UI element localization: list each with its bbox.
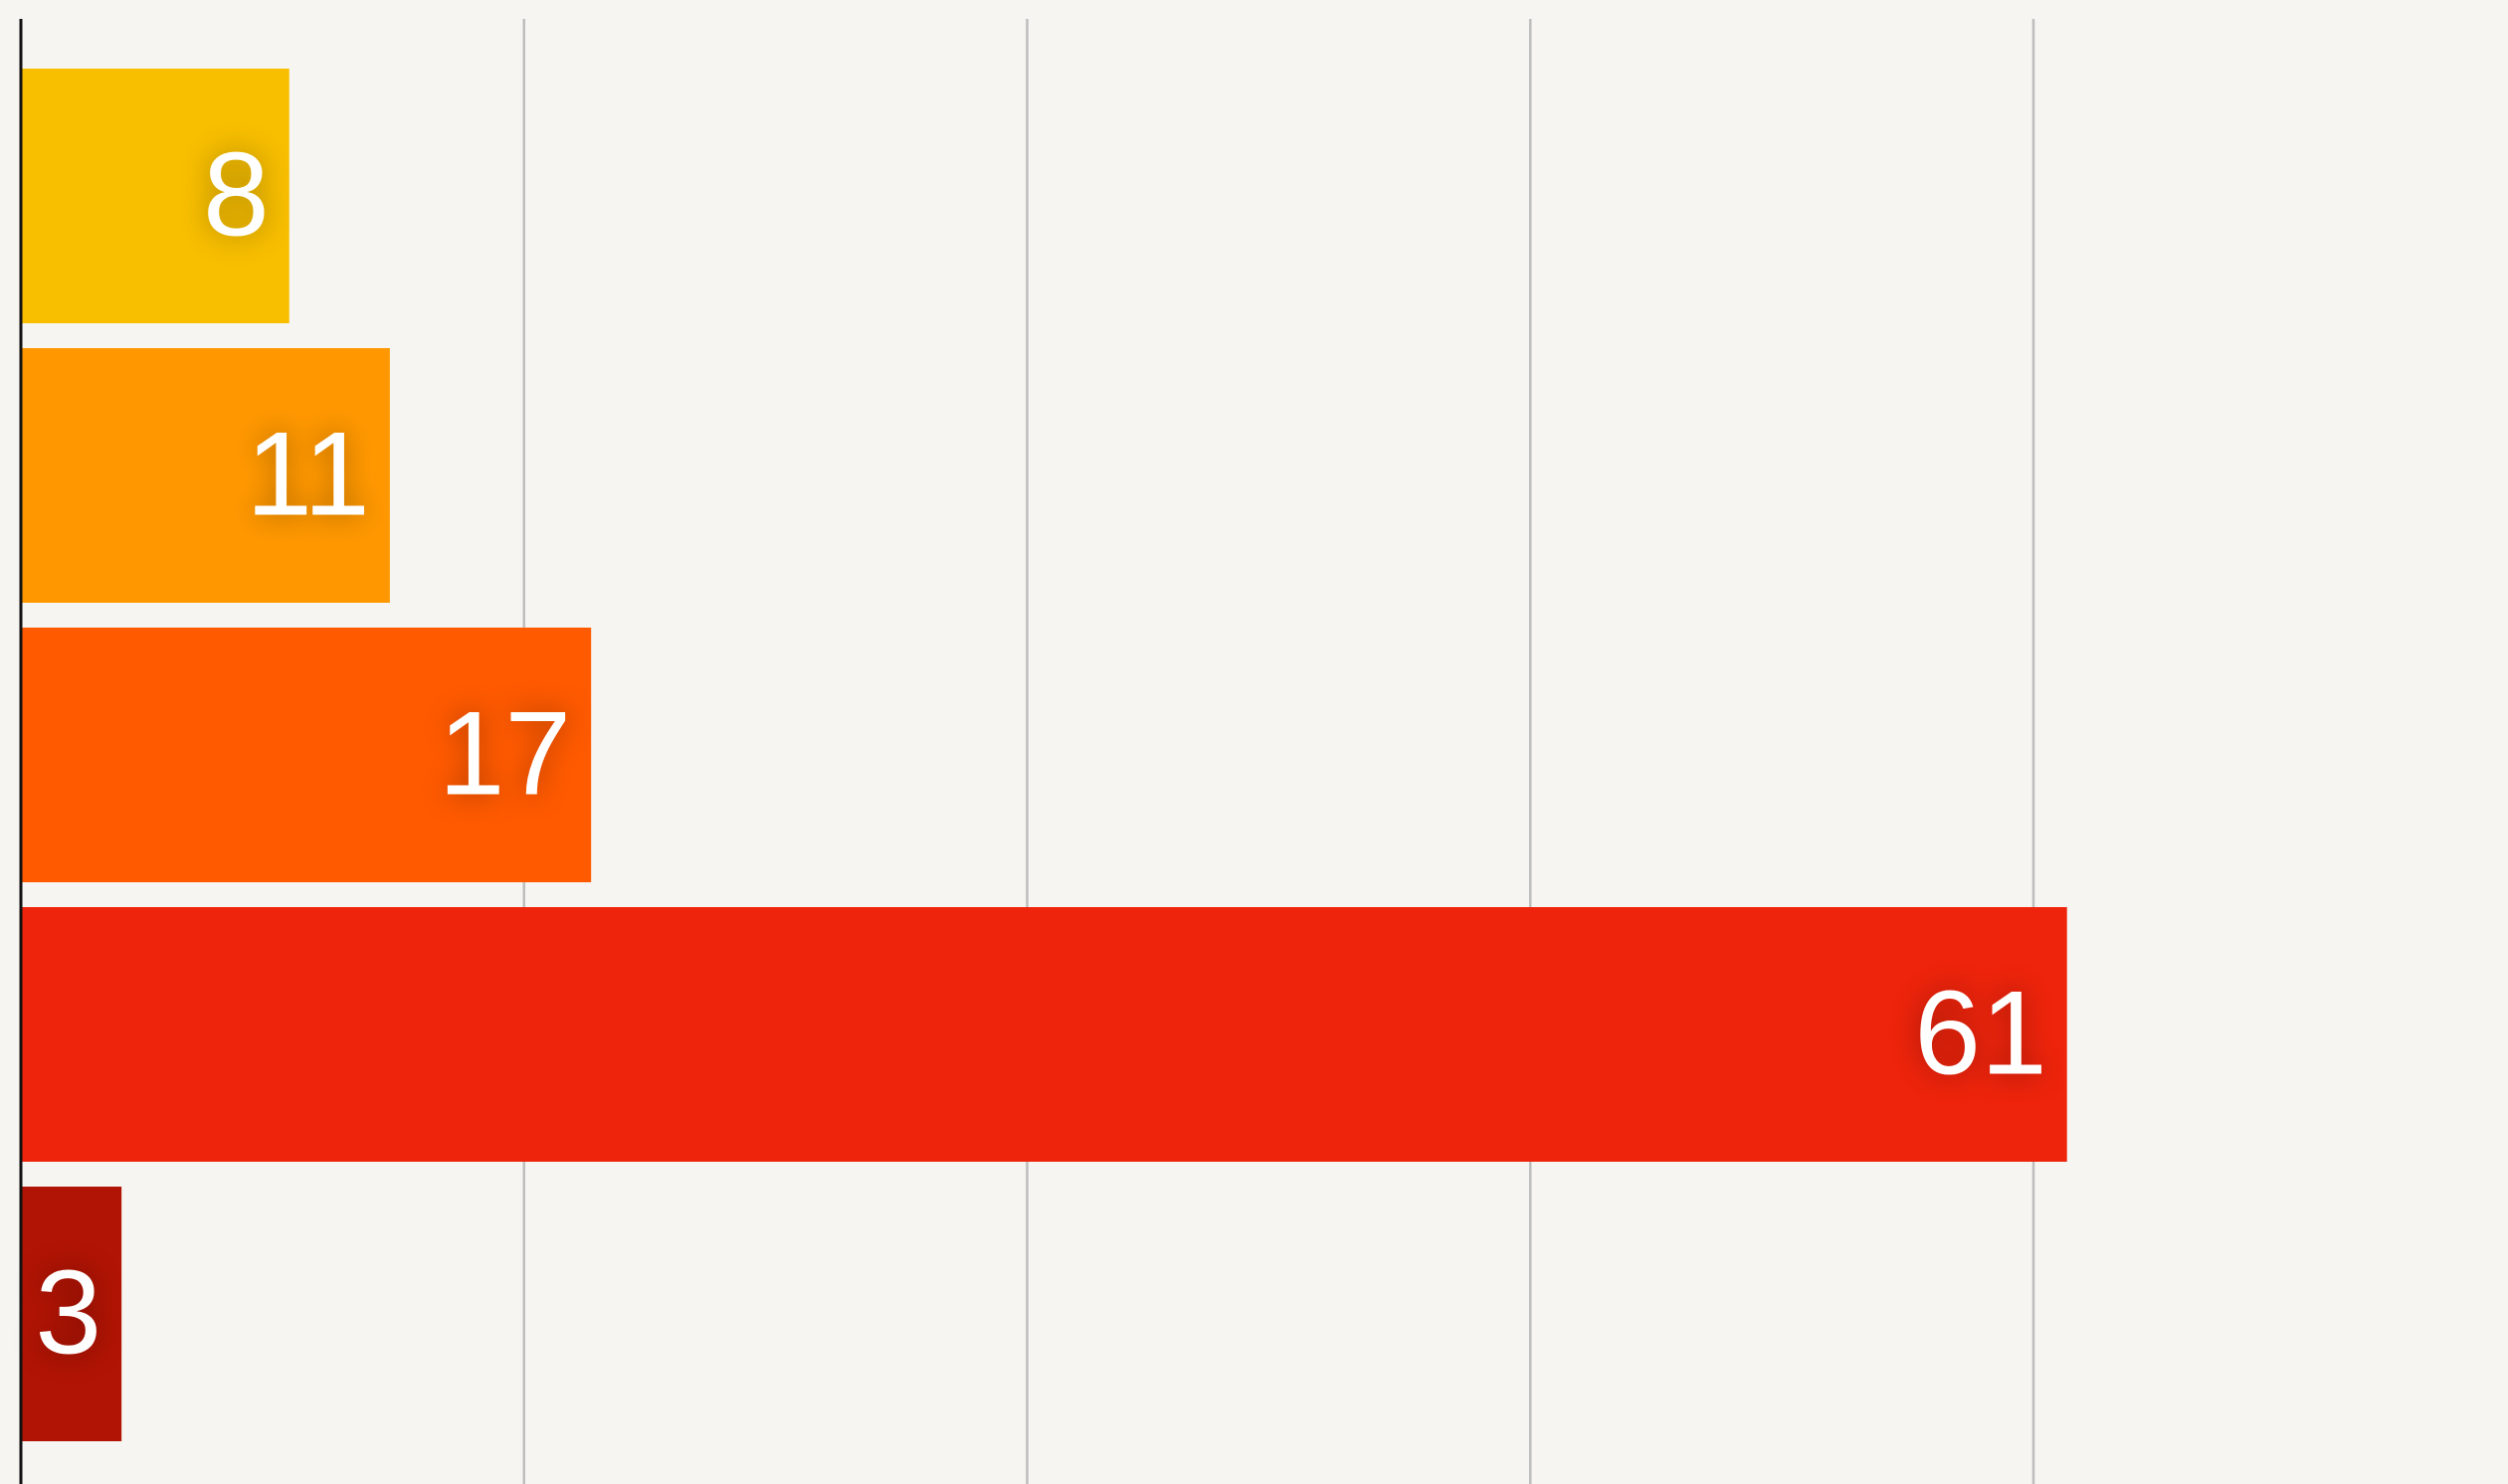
bar — [21, 348, 390, 603]
bar — [21, 907, 2067, 1162]
value-label: 3 — [35, 1246, 101, 1380]
value-label: 8 — [203, 128, 270, 262]
value-label: 11 — [246, 408, 370, 541]
bar — [21, 1187, 122, 1441]
bar — [21, 628, 592, 882]
value-label: 61 — [1914, 967, 2046, 1100]
bar — [21, 69, 289, 323]
value-label: 17 — [439, 687, 571, 821]
